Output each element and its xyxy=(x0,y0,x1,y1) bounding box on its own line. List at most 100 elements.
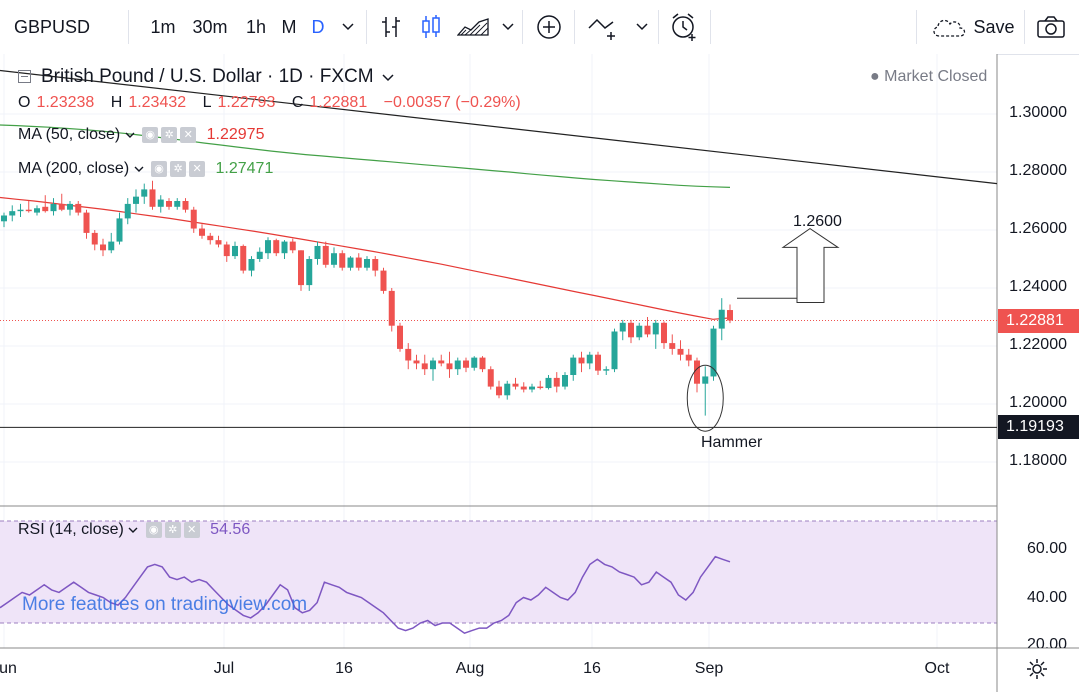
rsi-value: 54.56 xyxy=(210,521,251,538)
candle-body xyxy=(34,208,40,213)
candle-body xyxy=(652,322,659,335)
ma50-value: 1.22975 xyxy=(206,126,265,143)
camera-icon[interactable] xyxy=(1034,0,1068,54)
close-icon[interactable]: ✕ xyxy=(189,160,206,177)
rsi-legend[interactable]: RSI (14, close) ◉ ✲ ✕ 54.56 xyxy=(18,521,250,539)
chart-title: British Pound / U.S. Dollar · 1D · FXCM xyxy=(41,66,374,87)
rsi-line xyxy=(0,555,731,635)
candle-body xyxy=(636,325,643,338)
chevron-down-icon[interactable] xyxy=(338,0,358,54)
candle-body xyxy=(42,206,49,212)
candles xyxy=(1,180,733,416)
price-tick: 1.30000 xyxy=(1009,104,1067,121)
candle-body xyxy=(339,253,346,268)
candle-body xyxy=(562,375,568,387)
bar-style-icon[interactable] xyxy=(378,0,404,54)
low-value: 1.22793 xyxy=(217,94,276,111)
candle-body xyxy=(322,245,329,265)
open-label: O xyxy=(18,94,31,111)
cloud-icon xyxy=(933,19,966,37)
candle-body xyxy=(190,209,197,229)
candle-body xyxy=(628,322,634,338)
rsi-label: RSI (14, close) xyxy=(18,521,124,538)
candle-body xyxy=(298,250,304,286)
candle-body xyxy=(520,386,527,390)
annotations xyxy=(686,227,840,432)
pattern-label: Hammer xyxy=(701,434,763,451)
price-tick: 1.20000 xyxy=(1009,394,1067,411)
timeframe-day[interactable]: D xyxy=(311,16,325,37)
eye-icon[interactable]: ◉ xyxy=(145,521,162,538)
candle-body xyxy=(479,357,486,370)
watermark-link[interactable]: More features on tradingview.com xyxy=(22,594,308,615)
save-button[interactable]: Save xyxy=(930,0,1016,54)
candle-body xyxy=(141,189,148,197)
candle-style-icon[interactable] xyxy=(418,0,444,54)
close-label: C xyxy=(291,94,304,111)
gear-icon[interactable]: ✲ xyxy=(164,521,181,538)
toolbar-divider xyxy=(128,10,129,44)
ma200-value: 1.27471 xyxy=(215,160,274,177)
candle-body xyxy=(289,241,296,251)
candle-body xyxy=(9,211,16,216)
timeframe-1h[interactable]: 1h xyxy=(245,16,267,37)
candle-body xyxy=(347,257,354,268)
eye-icon[interactable]: ◉ xyxy=(151,160,168,177)
gear-icon[interactable]: ✲ xyxy=(161,126,178,143)
candle-body xyxy=(718,309,725,329)
candle-body xyxy=(405,348,412,361)
time-tick: Oct xyxy=(924,660,950,677)
candle-body xyxy=(661,322,667,344)
candle-body xyxy=(133,196,139,204)
settings-gear-icon[interactable] xyxy=(1026,658,1048,685)
add-indicator-icon[interactable] xyxy=(534,0,564,54)
chevron-down-icon[interactable] xyxy=(125,132,135,139)
collapse-icon[interactable] xyxy=(18,70,31,83)
chart-title-row: British Pound / U.S. Dollar · 1D · FXCM xyxy=(18,66,394,88)
line-tool-icon[interactable] xyxy=(586,0,622,54)
candle-body xyxy=(355,257,362,268)
chevron-down-icon[interactable] xyxy=(128,527,138,534)
candle-body xyxy=(421,363,428,370)
ma50-legend[interactable]: MA (50, close) ◉ ✲ ✕ 1.22975 xyxy=(18,126,264,144)
eye-icon[interactable]: ◉ xyxy=(142,126,159,143)
candle-body xyxy=(215,240,222,245)
toolbar-divider xyxy=(710,10,711,44)
candle-body xyxy=(116,218,123,242)
candle-body xyxy=(644,325,651,335)
candle-body xyxy=(91,232,98,245)
symbol-search[interactable]: GBPUSD xyxy=(14,16,91,37)
candle-body xyxy=(512,383,519,387)
ma200-legend[interactable]: MA (200, close) ◉ ✲ ✕ 1.27471 xyxy=(18,160,273,178)
candle-body xyxy=(174,201,181,207)
candle-body xyxy=(157,199,164,207)
save-label: Save xyxy=(973,16,1015,37)
candle-body xyxy=(166,201,172,207)
candle-body xyxy=(463,360,469,368)
last-price-tag: 1.22881 xyxy=(998,309,1079,333)
chevron-down-icon[interactable] xyxy=(632,0,652,54)
area-style-icon[interactable] xyxy=(456,0,490,54)
gear-icon[interactable]: ✲ xyxy=(170,160,187,177)
chevron-down-icon[interactable] xyxy=(498,0,518,54)
candle-body xyxy=(232,245,238,257)
high-value: 1.23432 xyxy=(128,94,187,111)
candle-body xyxy=(17,209,24,212)
alert-clock-icon[interactable] xyxy=(668,0,700,54)
chart-area[interactable] xyxy=(0,54,1079,692)
timeframe-month[interactable]: M xyxy=(281,16,297,37)
candle-body xyxy=(108,241,115,251)
candle-body xyxy=(1,215,7,222)
candle-body xyxy=(578,357,585,364)
close-icon[interactable]: ✕ xyxy=(180,126,197,143)
chevron-down-icon[interactable] xyxy=(382,74,394,82)
market-status-text: Market Closed xyxy=(884,68,988,85)
candle-body xyxy=(58,203,65,210)
timeframe-1m[interactable]: 1m xyxy=(150,16,176,37)
overlay-lines xyxy=(0,69,998,428)
timeframe-30m[interactable]: 30m xyxy=(192,16,228,37)
candle-body xyxy=(504,383,511,396)
close-icon[interactable]: ✕ xyxy=(183,521,200,538)
candle-body xyxy=(223,244,230,257)
chevron-down-icon[interactable] xyxy=(134,166,144,173)
